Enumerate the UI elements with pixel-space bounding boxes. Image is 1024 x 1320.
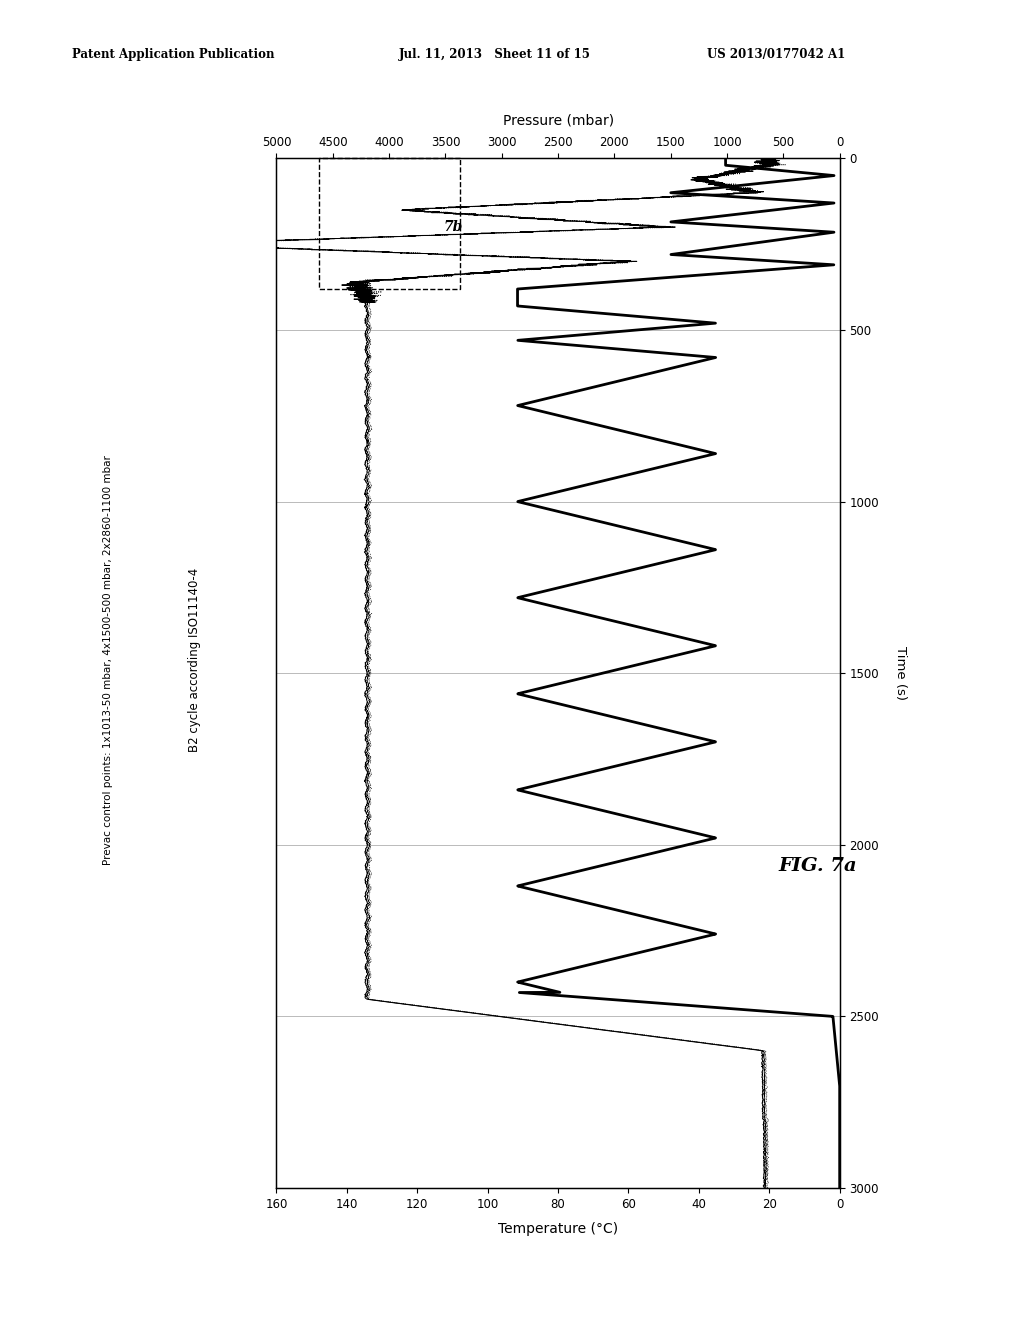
Text: Jul. 11, 2013   Sheet 11 of 15: Jul. 11, 2013 Sheet 11 of 15 — [399, 48, 591, 61]
Bar — [318, 158, 460, 289]
Text: B2 cycle according ISO11140-4: B2 cycle according ISO11140-4 — [188, 568, 201, 752]
Y-axis label: Time (s): Time (s) — [894, 647, 907, 700]
X-axis label: Temperature (°C): Temperature (°C) — [498, 1222, 618, 1236]
X-axis label: Pressure (mbar): Pressure (mbar) — [503, 114, 613, 128]
Text: Patent Application Publication: Patent Application Publication — [72, 48, 274, 61]
Text: US 2013/0177042 A1: US 2013/0177042 A1 — [707, 48, 845, 61]
Text: Prevac control points: 1x1013-50 mbar, 4x1500-500 mbar, 2x2860-1100 mbar: Prevac control points: 1x1013-50 mbar, 4… — [102, 455, 113, 865]
Text: 7b: 7b — [443, 220, 463, 234]
Text: FIG. 7a: FIG. 7a — [778, 857, 857, 875]
